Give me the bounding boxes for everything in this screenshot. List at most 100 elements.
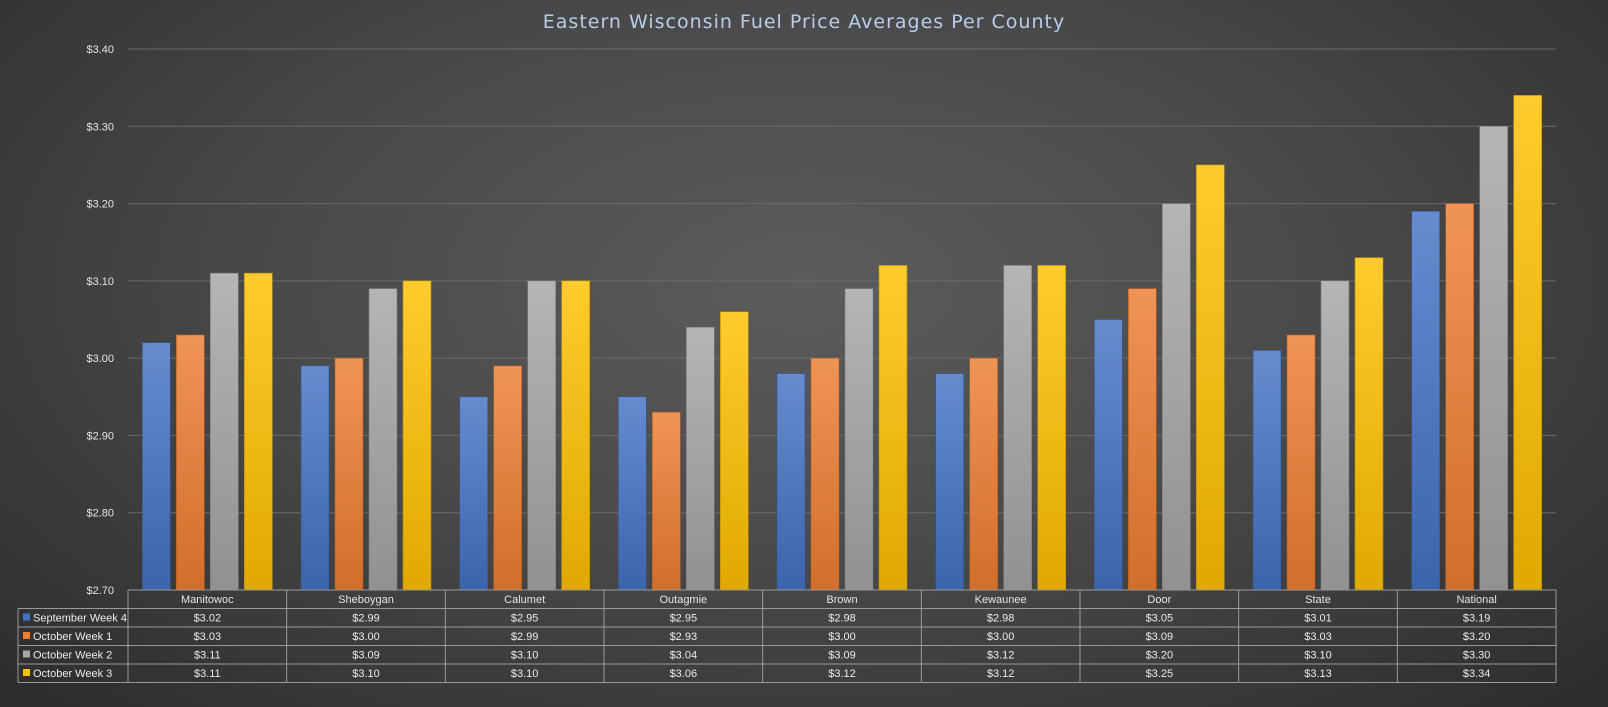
bar-calumet-october-week-3 — [561, 280, 590, 591]
category-label: Kewaunee — [975, 594, 1027, 606]
data-table-cell: $3.00 — [987, 631, 1015, 643]
bar-manitowoc-october-week-3 — [244, 272, 273, 591]
data-table-cell: $3.20 — [1463, 631, 1491, 643]
data-table-cell: $2.93 — [670, 631, 698, 643]
data-table-cell: $2.98 — [987, 613, 1015, 625]
data-table-cell: $3.12 — [987, 650, 1015, 662]
bar-national-october-week-2 — [1479, 125, 1508, 591]
bar-door-october-week-3 — [1196, 164, 1225, 591]
bar-calumet-october-week-2 — [527, 280, 556, 591]
data-table-cell: $3.34 — [1463, 668, 1491, 680]
legend-label: October Week 3 — [33, 668, 112, 680]
bar-outagmie-october-week-3 — [720, 311, 749, 591]
y-tick-label: $3.10 — [86, 276, 114, 288]
data-table-cell: $3.12 — [987, 668, 1015, 680]
legend-swatch — [23, 650, 30, 658]
bar-brown-october-week-3 — [878, 265, 908, 591]
data-table-cell: $3.09 — [828, 650, 856, 662]
category-label: National — [1456, 594, 1496, 606]
bar-manitowoc-september-week-4 — [142, 342, 171, 591]
legend-label: October Week 1 — [33, 631, 112, 643]
data-table-cell: $3.30 — [1463, 650, 1491, 662]
category-label: Sheboygan — [338, 594, 394, 606]
data-table-cell: $3.11 — [194, 668, 221, 680]
bar-door-october-week-2 — [1162, 203, 1191, 591]
bar-kewaunee-september-week-4 — [935, 373, 964, 591]
legend-label: October Week 2 — [33, 650, 112, 662]
data-table-cell: $3.09 — [352, 650, 380, 662]
data-table-cell: $3.09 — [1146, 631, 1174, 643]
legend-swatch — [23, 632, 30, 639]
legend-label: September Week 4 — [33, 613, 127, 625]
bar-kewaunee-october-week-2 — [1003, 265, 1032, 591]
category-label: Manitowoc — [181, 594, 234, 606]
bar-national-september-week-4 — [1411, 211, 1440, 591]
bar-kewaunee-october-week-3 — [1037, 265, 1066, 591]
bar-brown-october-week-1 — [810, 357, 840, 591]
bar-sheboygan-october-week-1 — [334, 357, 364, 591]
data-table-cell: $3.25 — [1146, 668, 1174, 680]
data-table-cell: $3.00 — [828, 631, 856, 643]
bar-state-october-week-3 — [1354, 257, 1384, 591]
bar-manitowoc-october-week-1 — [176, 334, 205, 591]
bar-national-october-week-3 — [1513, 95, 1542, 591]
y-tick-label: $3.20 — [86, 199, 114, 211]
data-table-cell: $3.10 — [352, 668, 380, 680]
data-table-cell: $3.01 — [1304, 613, 1332, 625]
data-table-cell: $2.99 — [352, 613, 380, 625]
bar-state-october-week-2 — [1320, 280, 1350, 591]
data-table-cell: $2.95 — [511, 613, 539, 625]
y-tick-label: $2.90 — [86, 430, 114, 442]
data-table-cell: $3.19 — [1463, 613, 1491, 625]
bar-state-october-week-1 — [1286, 334, 1316, 591]
bar-outagmie-september-week-4 — [618, 396, 647, 591]
data-table-cell: $3.03 — [194, 631, 222, 643]
data-table-cell: $3.06 — [670, 668, 698, 680]
legend-swatch — [23, 613, 30, 621]
data-table-cell: $3.05 — [1146, 613, 1174, 625]
data-table-cell: $3.00 — [352, 631, 380, 643]
bar-calumet-october-week-1 — [493, 365, 522, 591]
data-table-cell: $3.03 — [1304, 631, 1332, 643]
bar-brown-october-week-2 — [844, 288, 874, 591]
y-tick-label: $2.70 — [86, 585, 114, 597]
data-table-cell: $3.12 — [828, 668, 856, 680]
category-label: State — [1305, 594, 1331, 606]
data-table-cell: $3.02 — [194, 613, 222, 625]
data-table-cell: $3.20 — [1146, 650, 1174, 662]
legend-swatch — [23, 669, 30, 676]
category-label: Brown — [826, 594, 857, 606]
bar-state-september-week-4 — [1252, 350, 1282, 591]
bar-outagmie-october-week-2 — [686, 326, 715, 591]
bar-kewaunee-october-week-1 — [969, 357, 998, 591]
data-table-cell: $2.95 — [670, 613, 698, 625]
bar-sheboygan-october-week-3 — [402, 280, 432, 591]
data-table-cell: $3.11 — [194, 650, 221, 662]
chart-title: Eastern Wisconsin Fuel Price Averages Pe… — [543, 11, 1065, 33]
bar-national-october-week-1 — [1445, 203, 1474, 591]
data-table-cell: $3.13 — [1304, 668, 1332, 680]
bar-sheboygan-september-week-4 — [300, 365, 330, 591]
data-table-cell: $3.10 — [511, 650, 539, 662]
bar-calumet-september-week-4 — [459, 396, 488, 591]
category-label: Calumet — [504, 594, 545, 606]
data-table-cell: $3.04 — [670, 650, 698, 662]
y-tick-label: $3.00 — [86, 353, 114, 365]
y-tick-label: $3.30 — [86, 121, 114, 133]
data-table-cell: $3.10 — [1304, 650, 1332, 662]
bar-outagmie-october-week-1 — [652, 411, 681, 591]
bar-brown-september-week-4 — [776, 373, 806, 591]
y-tick-label: $3.40 — [86, 44, 114, 56]
data-table-cell: $3.10 — [511, 668, 539, 680]
bar-sheboygan-october-week-2 — [368, 288, 398, 591]
bar-door-october-week-1 — [1128, 288, 1157, 591]
data-table-cell: $2.99 — [511, 631, 539, 643]
bar-door-september-week-4 — [1094, 319, 1123, 591]
category-label: Outagmie — [659, 594, 707, 606]
data-table-cell: $2.98 — [828, 613, 856, 625]
bar-manitowoc-october-week-2 — [210, 272, 239, 591]
category-label: Door — [1147, 594, 1171, 606]
y-tick-label: $2.80 — [86, 508, 114, 520]
